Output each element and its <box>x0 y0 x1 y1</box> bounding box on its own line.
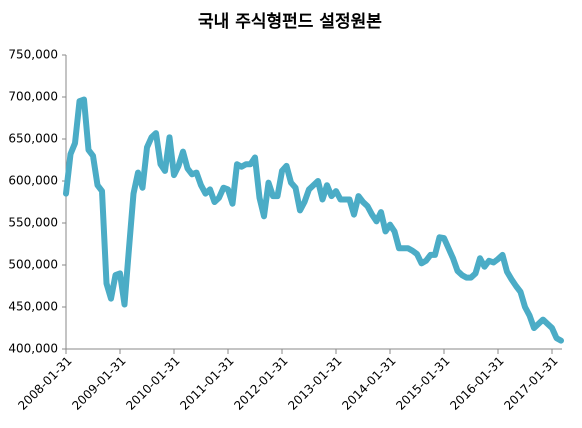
x-tick-label: 2012-01-31 <box>231 354 290 413</box>
data-line <box>63 96 564 344</box>
y-tick-label: 550,000 <box>8 216 58 230</box>
y-tick-label: 750,000 <box>8 48 58 62</box>
chart-title: 국내 주식형펀드 설정원본 <box>198 11 382 32</box>
x-tick-label: 2013-01-31 <box>285 354 344 413</box>
y-tick-label: 650,000 <box>8 132 58 146</box>
x-tick-label: 2009-01-31 <box>69 354 128 413</box>
y-tick-label: 450,000 <box>8 300 58 314</box>
x-tick-label: 2014-01-31 <box>339 354 398 413</box>
x-tick-label: 2011-01-31 <box>177 354 236 413</box>
y-tick-label: 500,000 <box>8 258 58 272</box>
y-tick-label: 700,000 <box>8 90 58 104</box>
x-tick-label: 2017-01-31 <box>501 354 560 413</box>
y-tick-label: 400,000 <box>8 342 58 356</box>
y-tick-label: 600,000 <box>8 174 58 188</box>
x-tick-label: 2010-01-31 <box>123 354 182 413</box>
x-tick-label: 2015-01-31 <box>393 354 452 413</box>
x-tick-label: 2016-01-31 <box>447 354 506 413</box>
x-tick-label: 2008-01-31 <box>15 354 74 413</box>
